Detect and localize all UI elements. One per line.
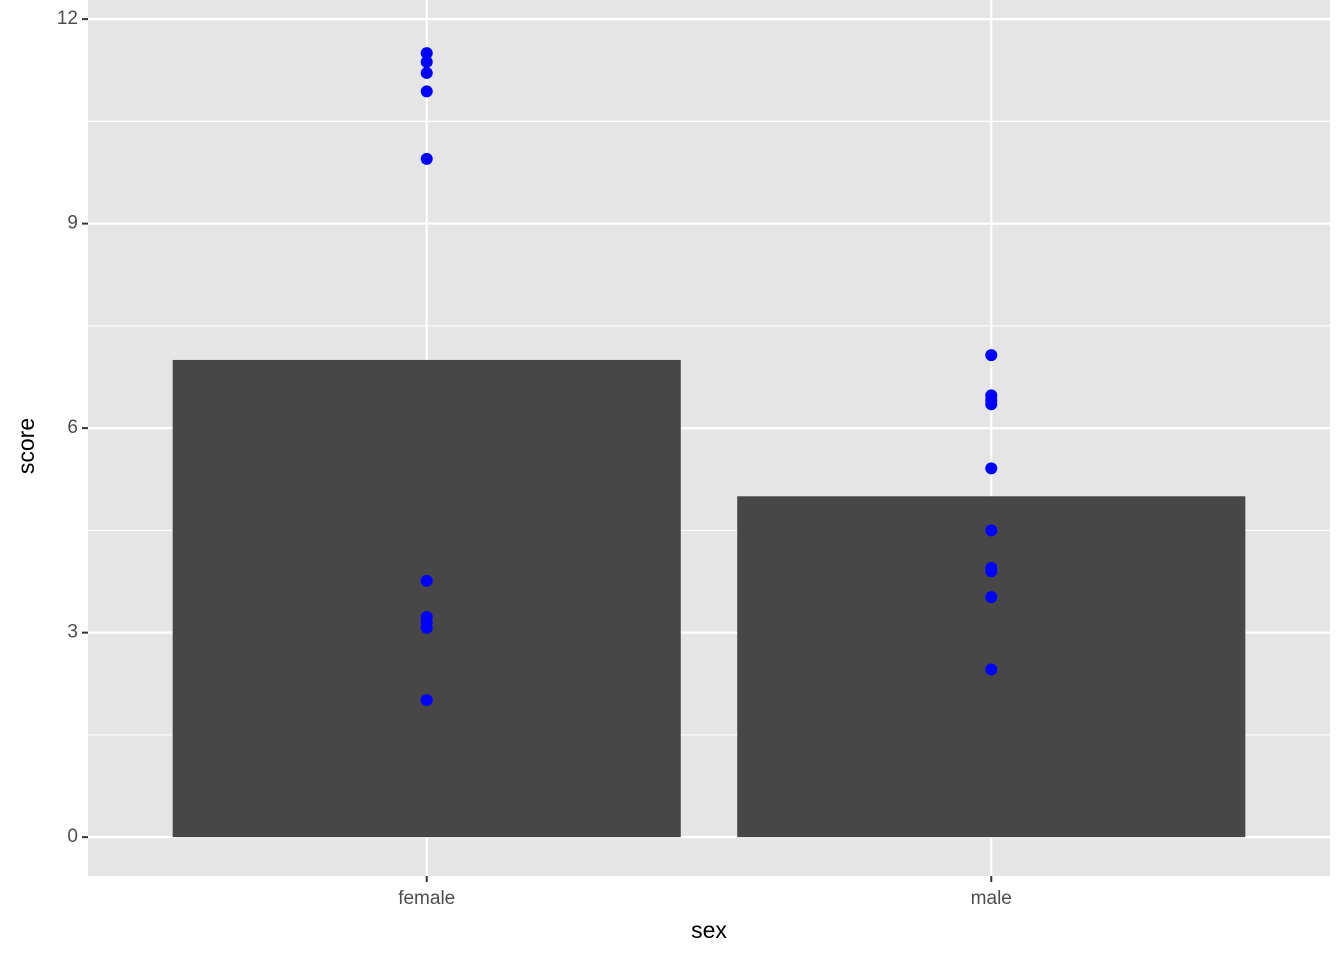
x-tick-label: male [971,888,1012,909]
point [420,66,433,79]
y-tick-label: 3 [67,622,78,643]
bar [172,359,681,838]
point [420,152,433,165]
point [420,694,433,707]
y-tick-label: 0 [67,826,78,847]
y-tick-label: 6 [67,417,78,438]
point [985,591,998,604]
point [985,398,998,411]
point [420,85,433,98]
point [985,524,998,537]
point [985,462,998,475]
y-axis-title: score [13,418,39,474]
point [420,574,433,587]
x-axis-title: sex [691,917,727,943]
y-tick-label: 12 [57,8,78,29]
point [420,621,433,634]
point [985,663,998,676]
point [420,56,433,69]
point [420,47,433,60]
y-tick-label: 9 [67,213,78,234]
point [985,349,998,362]
point [985,565,998,578]
x-tick-label: female [398,888,455,909]
